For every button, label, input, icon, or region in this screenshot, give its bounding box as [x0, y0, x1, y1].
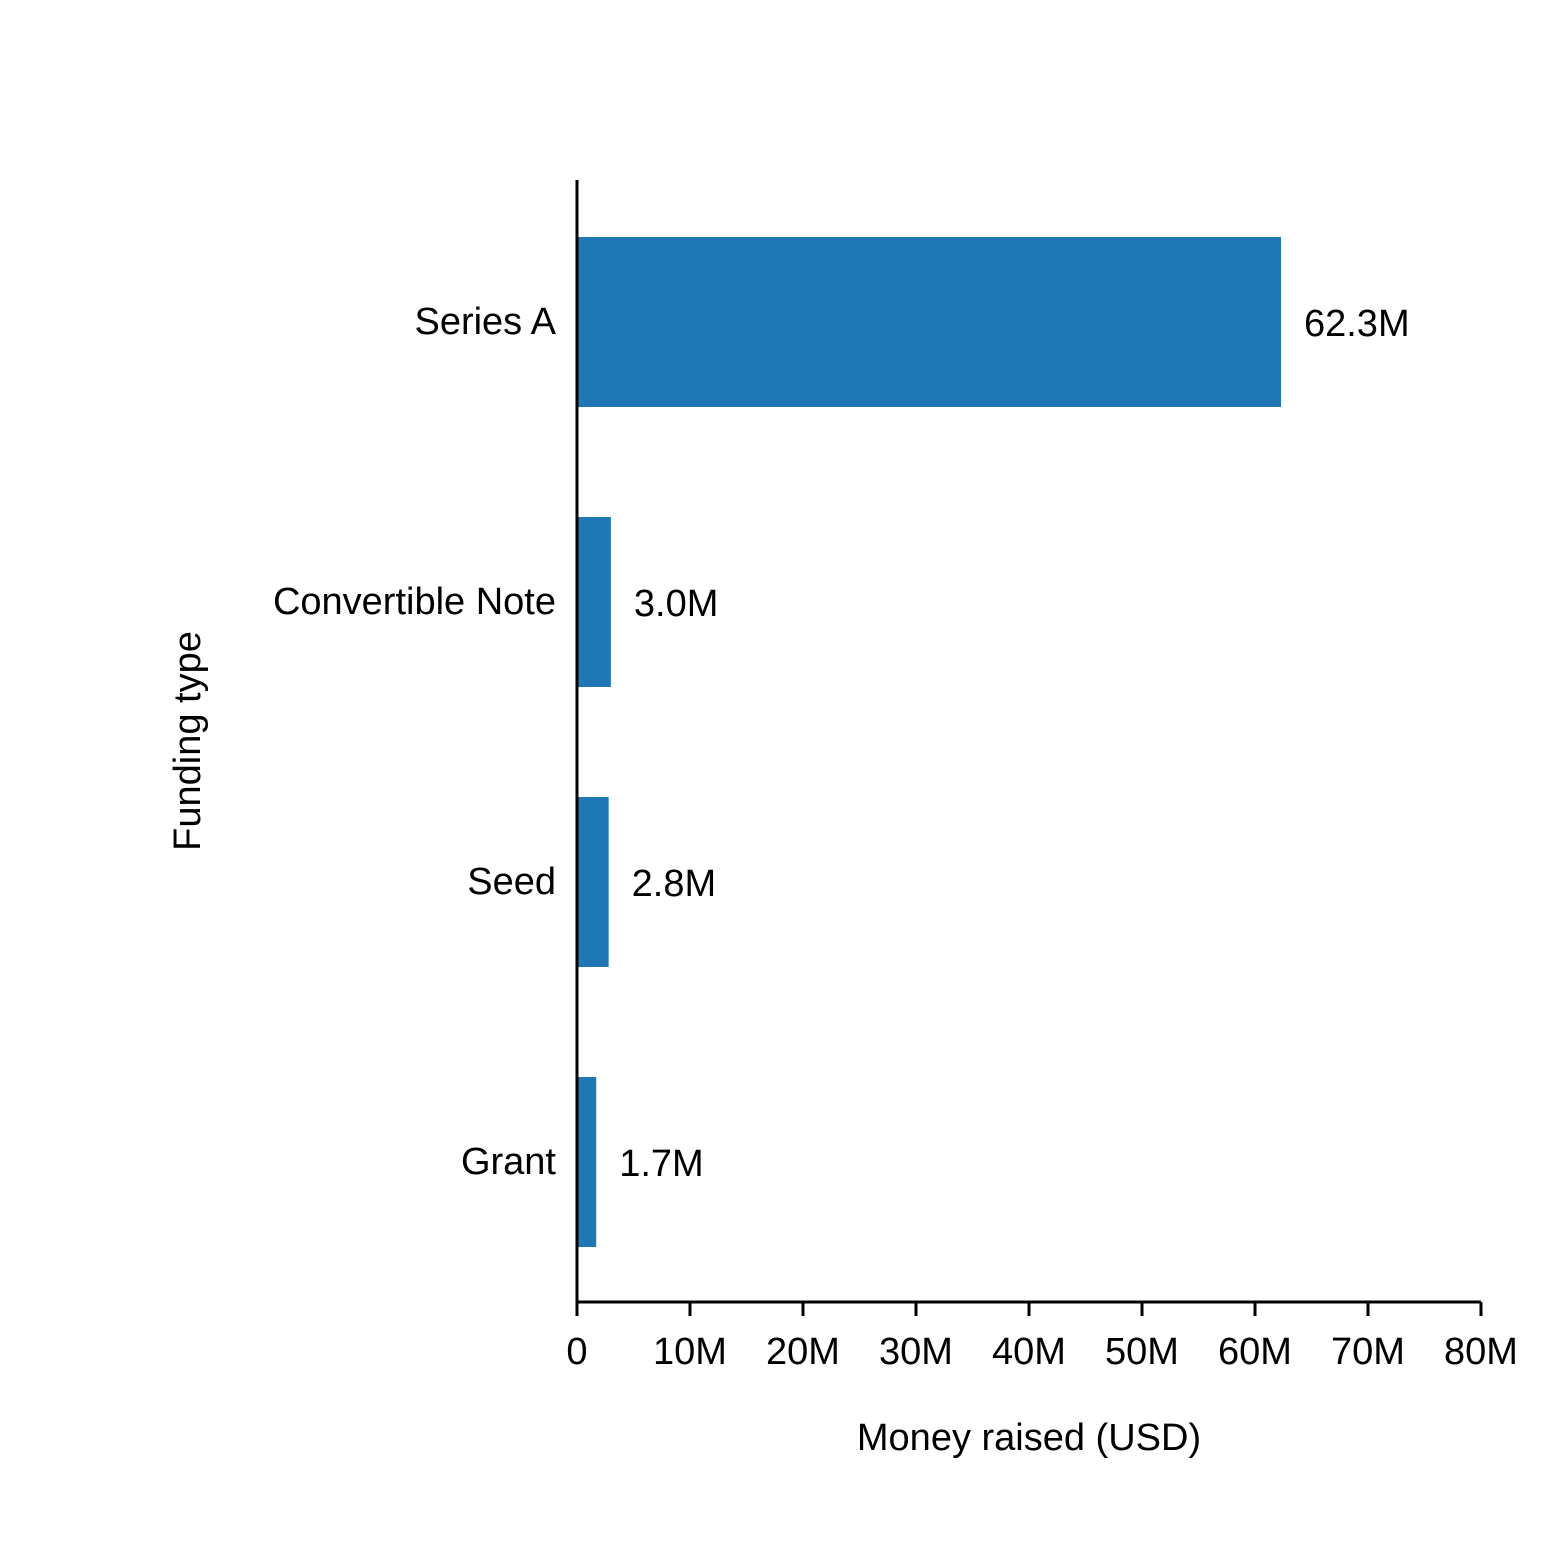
bar-grant [577, 1077, 597, 1247]
x-tick-label: 30M [879, 1331, 953, 1373]
y-axis-title: Funding type [167, 631, 209, 851]
value-label-grant: 1.7M [619, 1143, 703, 1185]
x-tick-label: 50M [1105, 1331, 1179, 1373]
x-ticks-group: 0 10M 20M 30M 40M 50M 60M 70M 80M [566, 1302, 1518, 1373]
category-labels-group: Series A Convertible Note Seed Grant [273, 301, 557, 1183]
x-tick-label: 10M [653, 1331, 727, 1373]
category-label-convertible-note: Convertible Note [273, 581, 556, 623]
bar-series-a [577, 237, 1281, 407]
x-tick-label: 20M [766, 1331, 840, 1373]
bar-convertible-note [577, 517, 611, 687]
x-tick-label: 0 [566, 1331, 587, 1373]
x-axis-title: Money raised (USD) [857, 1417, 1201, 1459]
x-tick-label: 80M [1444, 1331, 1518, 1373]
category-label-seed: Seed [467, 861, 556, 903]
x-tick-label: 40M [992, 1331, 1066, 1373]
bars-group [577, 237, 1281, 1247]
value-label-series-a: 62.3M [1304, 303, 1410, 345]
x-tick-label: 60M [1218, 1331, 1292, 1373]
value-labels-group: 62.3M 3.0M 2.8M 1.7M [619, 303, 1409, 1185]
x-tick-label: 70M [1331, 1331, 1405, 1373]
value-label-convertible-note: 3.0M [634, 583, 718, 625]
category-label-series-a: Series A [414, 301, 556, 343]
category-label-grant: Grant [461, 1141, 556, 1183]
value-label-seed: 2.8M [632, 863, 716, 905]
bar-seed [577, 797, 609, 967]
